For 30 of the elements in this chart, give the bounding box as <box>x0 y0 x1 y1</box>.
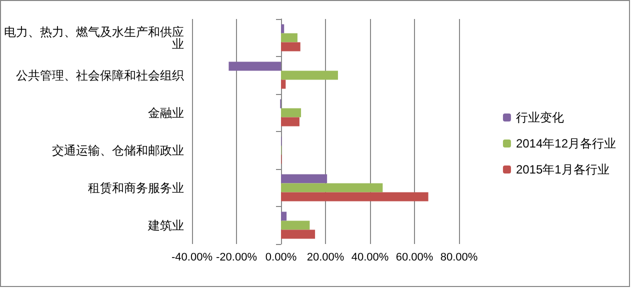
x-tick-label: -40.00% <box>172 252 213 264</box>
legend-label: 2015年1月各行业 <box>516 162 610 176</box>
y-tick-label: 建筑业 <box>147 218 184 232</box>
bar <box>228 62 281 71</box>
x-tick-label: 0.00% <box>265 252 297 264</box>
bar <box>281 192 428 202</box>
y-tick-label: 租赁和商务服务业 <box>88 180 184 195</box>
bar <box>281 174 328 184</box>
y-tick-label: 电力、热力、燃气及水生产和供应业 <box>4 24 184 51</box>
bar <box>281 108 302 118</box>
x-tick-label: 40.00% <box>351 252 389 264</box>
y-tick-label: 金融业 <box>148 106 184 120</box>
y-tick-label: 公共管理、社会保障和社会组织 <box>16 68 184 82</box>
x-tick-label: 60.00% <box>396 252 434 264</box>
bar <box>281 80 286 89</box>
legend-label: 2014年12月各行业 <box>516 136 616 150</box>
x-tick-label: -20.00% <box>216 252 258 264</box>
bar <box>281 117 300 126</box>
bar <box>281 70 338 80</box>
bar <box>281 33 298 42</box>
bar <box>281 42 300 52</box>
bar <box>281 212 287 221</box>
bar <box>281 220 310 230</box>
x-tick-label: 80.00% <box>440 252 478 264</box>
bar <box>281 183 383 192</box>
y-tick-label: 交通运输、仓储和邮政业 <box>52 143 184 158</box>
bar <box>281 230 316 239</box>
bar <box>281 24 284 34</box>
x-tick-label: 20.00% <box>306 252 344 264</box>
legend-label: 行业变化 <box>516 110 564 124</box>
